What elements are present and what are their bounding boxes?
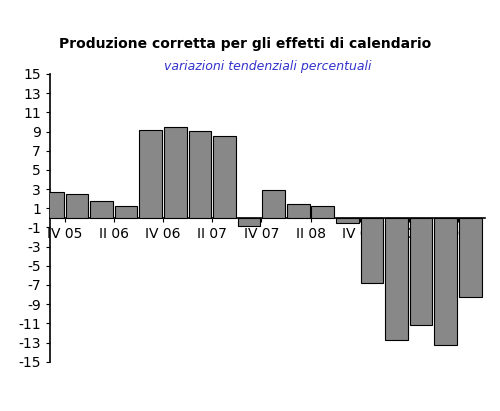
Bar [66, 194, 88, 218]
Bar [188, 131, 211, 218]
Bar [410, 218, 432, 325]
Text: Produzione corretta per gli effetti di calendario: Produzione corretta per gli effetti di c… [58, 37, 431, 51]
Bar [41, 192, 64, 218]
Bar [213, 136, 236, 218]
Bar [140, 129, 162, 218]
Text: variazioni tendenziali percentuali: variazioni tendenziali percentuali [164, 60, 371, 73]
Bar [434, 218, 457, 345]
Bar [312, 206, 334, 218]
Bar [336, 218, 358, 223]
Bar [360, 218, 384, 283]
Bar [262, 190, 285, 218]
Bar [459, 218, 481, 298]
Bar [287, 204, 310, 218]
Bar [238, 218, 260, 226]
Bar [90, 201, 113, 218]
Bar [385, 218, 408, 339]
Bar [164, 127, 186, 218]
Bar [115, 206, 138, 218]
